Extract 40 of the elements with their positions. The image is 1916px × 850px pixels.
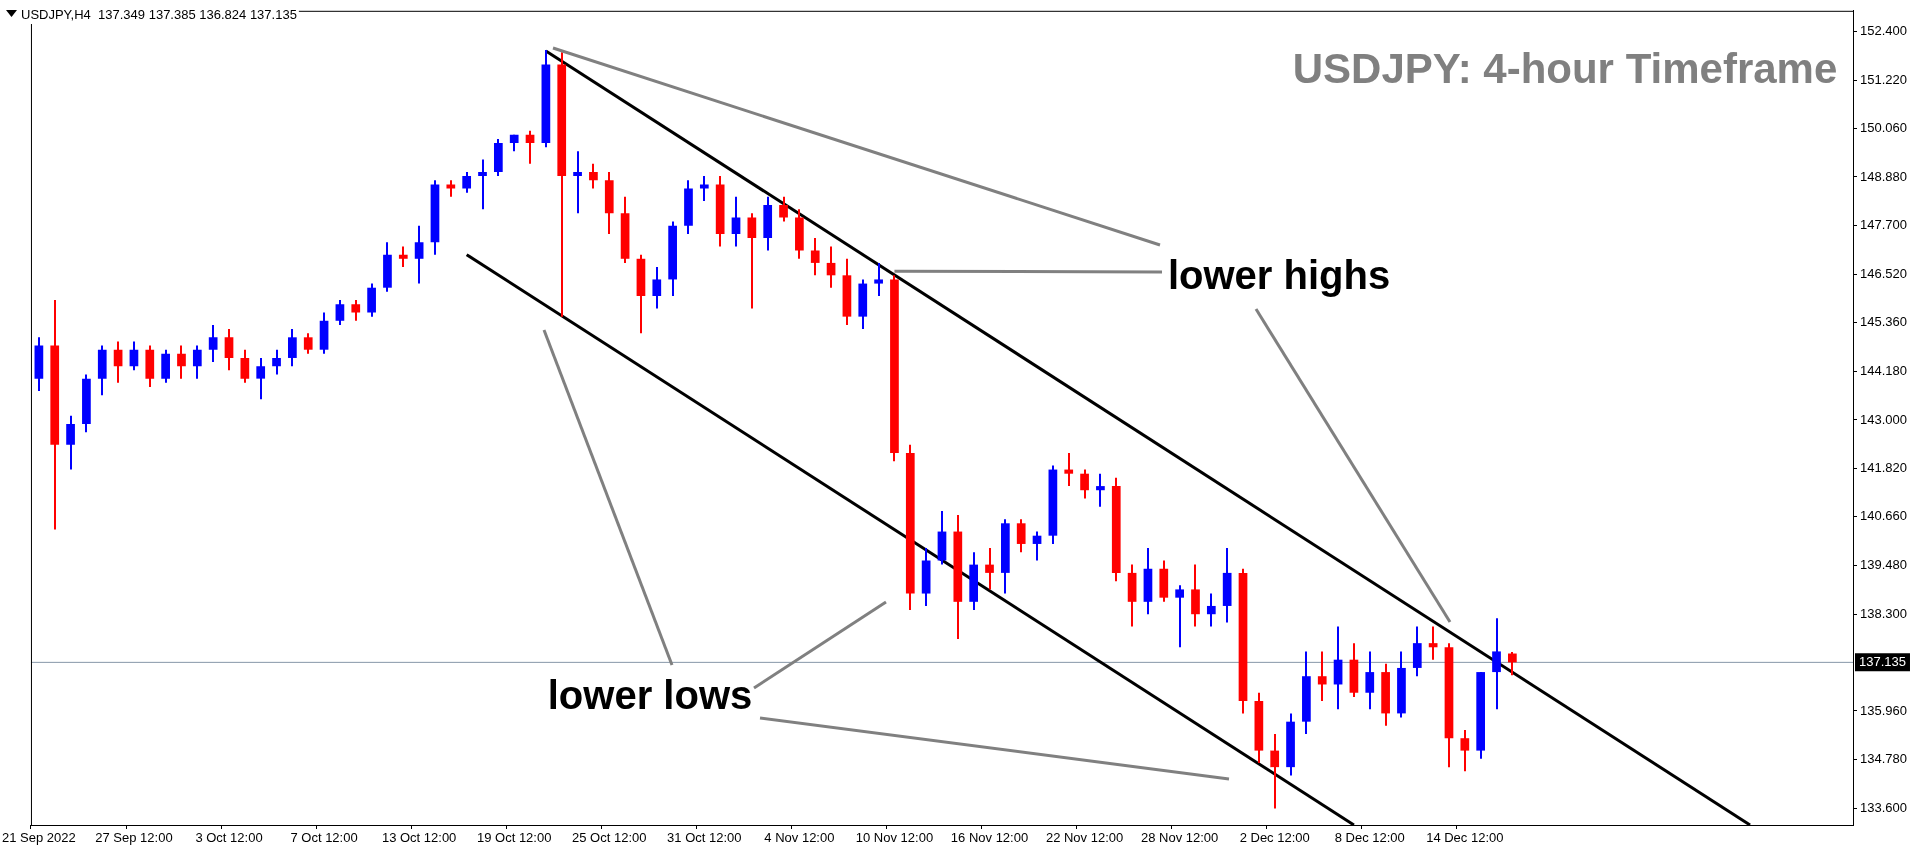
x-tick-label: 14 Dec 12:00 [1426,830,1504,846]
x-tick-label: 31 Oct 12:00 [667,830,742,846]
ref-line-label: 137.135 [1859,653,1906,669]
x-tick-label: 8 Dec 12:00 [1334,830,1405,846]
x-tick-label: 4 Nov 12:00 [764,830,835,846]
y-tick-label: 146.520 [1860,266,1907,282]
y-tick-label: 145.360 [1860,314,1907,330]
y-tick-label: 138.300 [1860,605,1907,621]
x-tick-label: 16 Nov 12:00 [950,830,1029,846]
candlestick [874,262,883,296]
x-tick-label: 13 Oct 12:00 [381,830,457,846]
x-tick-label: 27 Sep 12:00 [95,830,173,846]
y-tick-label: 139.480 [1860,557,1907,573]
text: USDJPY: 4-hour Timeframe [1292,44,1838,92]
x-tick-label: 28 Nov 12:00 [1140,830,1219,846]
y-tick-label: 152.400 [1860,23,1907,39]
y-tick-label: 133.600 [1860,800,1907,816]
y-tick-label: 141.820 [1860,460,1907,476]
x-tick-label: 25 Oct 12:00 [572,830,647,846]
y-tick-label: 147.700 [1860,217,1907,233]
chart-subtitle: USDJPY,H4 137.349 137.385 136.824 137.135 [21,6,297,22]
candlestick [699,176,709,201]
x-tick-label: 10 Nov 12:00 [855,830,934,846]
x-tick-label: 2 Dec 12:00 [1239,830,1310,846]
y-tick-label: 150.060 [1860,119,1907,135]
x-tick-label: 21 Sep 2022 [2,830,76,846]
candlestick [446,180,456,197]
x-tick-label: 22 Nov 12:00 [1045,830,1124,846]
y-tick-label: 148.880 [1860,168,1907,184]
y-tick-label: 143.000 [1860,411,1907,427]
y-tick-label: 140.660 [1860,508,1907,524]
annotation: lower highs [1167,253,1391,298]
y-tick-label: 134.780 [1860,751,1907,767]
x-tick-label: 3 Oct 12:00 [195,830,263,846]
y-tick-label: 135.960 [1860,702,1907,718]
y-tick-label: 144.180 [1860,362,1907,378]
x-tick-label: 19 Oct 12:00 [476,830,552,846]
y-tick-label: 151.220 [1860,71,1907,87]
annotation: lower lows [547,673,753,718]
x-tick-label: 7 Oct 12:00 [290,830,358,846]
